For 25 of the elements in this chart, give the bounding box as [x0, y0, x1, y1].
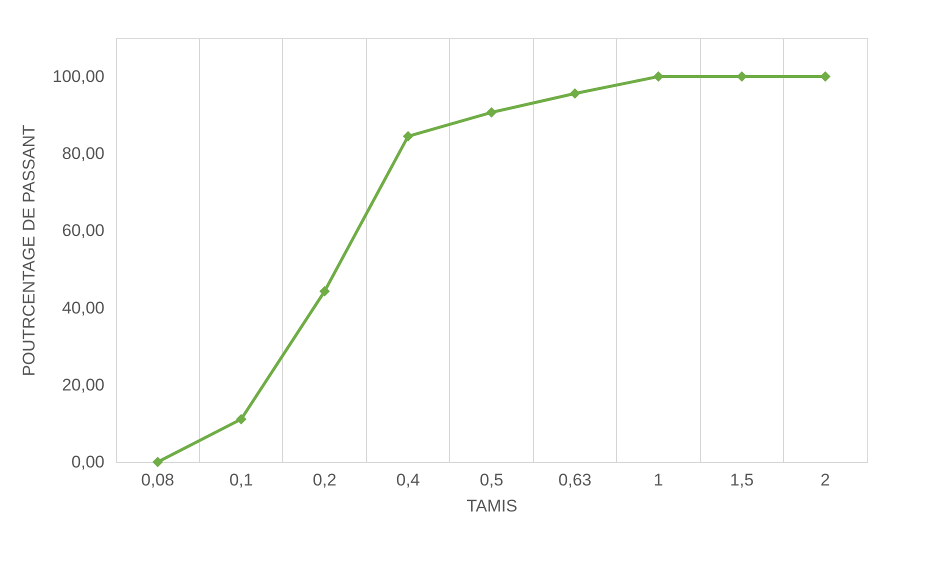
y-tick-label: 80,00 [62, 144, 104, 164]
y-tick-label: 40,00 [62, 298, 104, 318]
point [486, 107, 497, 118]
x-tick-label: 0,2 [312, 470, 336, 490]
x-tick-label: 0,08 [141, 470, 174, 490]
point [570, 88, 580, 99]
x-tick-label: 0,1 [229, 470, 253, 490]
point [653, 71, 664, 82]
point [319, 286, 330, 296]
x-tick-label: 0,4 [396, 470, 420, 490]
point [152, 456, 163, 468]
x-tick-label: 0,63 [558, 470, 592, 490]
y-tick-label: 60,00 [62, 221, 104, 240]
point [236, 414, 246, 424]
x-tick-label: 1 [654, 470, 664, 490]
x-axis-title: TAMIS [466, 496, 518, 516]
x-tick-label: 1,5 [730, 470, 754, 490]
point [820, 71, 831, 82]
y-tick-label: 100,00 [52, 67, 104, 86]
y-axis-title: POUTRCENTAGE DE PASSANT [20, 124, 39, 376]
y-tick-label: 20,00 [62, 375, 104, 394]
x-tick-label: 0,5 [480, 470, 504, 490]
point [402, 131, 414, 142]
x-tick-label: 2 [820, 470, 830, 490]
y-tick-label: 0,00 [71, 452, 104, 472]
